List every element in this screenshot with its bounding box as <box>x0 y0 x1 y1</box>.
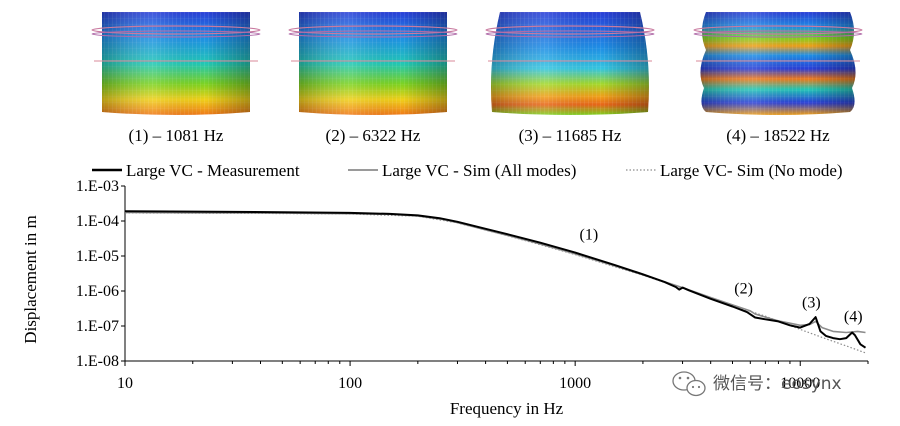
cylinder-shading <box>102 12 250 115</box>
ring-upper <box>91 25 261 35</box>
x-tick-label: 100 <box>338 375 362 392</box>
series-line-1 <box>124 210 867 349</box>
watermark: 微信号：eosynx <box>672 371 842 397</box>
legend: Large VC - Measurement Large VC - Sim (Al… <box>92 161 843 180</box>
mode-caption-4: (4) – 18522 Hz <box>726 126 830 145</box>
cylinder-shading <box>299 12 447 115</box>
ring-upper-2 <box>288 30 458 38</box>
y-tick-label: 1.E-08 <box>76 353 119 370</box>
legend-label: Large VC - Sim (All modes) <box>382 161 576 180</box>
legend-item-3: Large VC- Sim (No mode) <box>626 161 843 180</box>
y-tick-label: 1.E-05 <box>76 248 119 265</box>
ring-upper <box>288 25 458 35</box>
x-tick-label: 10000 <box>780 375 820 392</box>
mode-shape-2: (2) – 6322 Hz <box>288 12 458 145</box>
y-axis-title: Displacement in m <box>21 215 40 343</box>
mode-caption-2: (2) – 6322 Hz <box>326 126 421 145</box>
ring-upper-2 <box>485 30 655 38</box>
mode-annotation-2: (2) <box>734 280 753 297</box>
mode-caption-3: (3) – 11685 Hz <box>519 126 622 145</box>
x-tick-label: 10 <box>117 375 133 392</box>
mode-annotation-1: (1) <box>579 226 598 243</box>
legend-item-1: Large VC - Measurement <box>92 161 300 180</box>
y-tick-label: 1.E-04 <box>76 213 119 230</box>
ring-upper-2 <box>693 30 863 38</box>
watermark-text: 微信号：eosynx <box>713 374 842 394</box>
mode-shape-4: (4) – 18522 Hz <box>693 12 863 145</box>
ring-upper <box>693 25 863 35</box>
y-tick-label: 1.E-07 <box>76 318 119 335</box>
cylinder-shading <box>700 12 856 115</box>
ring-upper <box>485 25 655 35</box>
mode-annotation-4: (4) <box>844 308 863 325</box>
x-axis-title: Frequency in Hz <box>450 399 564 418</box>
y-tick-label: 1.E-03 <box>76 178 119 195</box>
cylinder-shading <box>491 12 649 115</box>
mode-shape-row: (1) – 1081 Hz (2) – 6322 Hz (3) – 11685 Hz… <box>91 12 863 145</box>
legend-label: Large VC- Sim (No mode) <box>660 161 843 180</box>
mode-caption-1: (1) – 1081 Hz <box>129 126 224 145</box>
legend-item-2: Large VC - Sim (All modes) <box>348 161 576 180</box>
wechat-icon <box>672 371 706 397</box>
y-tick-label: 1.E-06 <box>76 283 119 300</box>
ring-upper-2 <box>91 30 261 38</box>
x-tick-label: 1000 <box>559 375 591 392</box>
mode-annotation-3: (3) <box>802 294 821 311</box>
series-line-3 <box>124 212 866 354</box>
legend-label: Large VC - Measurement <box>126 161 300 180</box>
mode-shape-1: (1) – 1081 Hz <box>91 12 261 145</box>
mode-shape-3: (3) – 11685 Hz <box>485 12 655 145</box>
plot-area: 1.E-03 1.E-04 1.E-05 1.E-06 1.E-07 1.E-08 10 10… <box>21 178 869 418</box>
